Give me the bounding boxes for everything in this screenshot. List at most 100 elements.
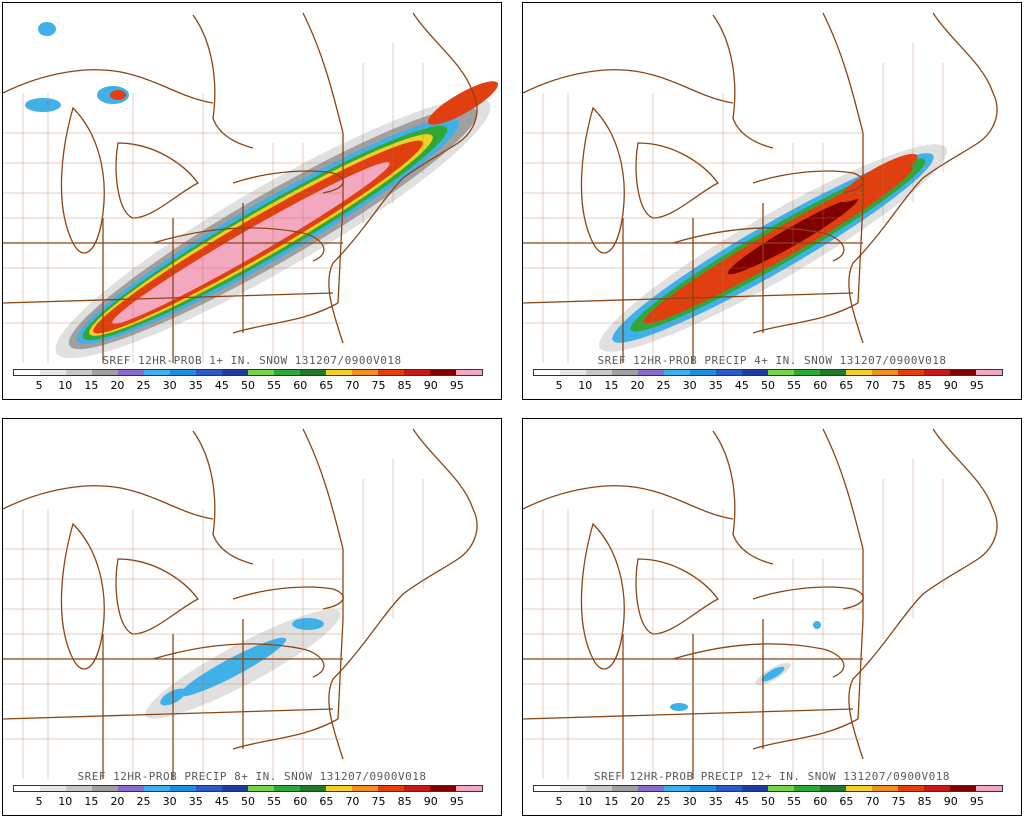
color-bar-tick-label: 90 [943, 795, 958, 808]
color-bar-swatch [274, 370, 300, 375]
color-bar-swatch [300, 786, 326, 791]
color-bar-swatch [664, 370, 690, 375]
color-bar-tick-label: 75 [891, 379, 906, 392]
color-bar-swatch [430, 786, 456, 791]
color-bar-swatch [352, 786, 378, 791]
color-bar-swatch [92, 786, 118, 791]
map-panel-4in: SREF 12HR-PROB PRECIP 4+ IN. SNOW 131207… [522, 2, 1022, 400]
color-bar-swatch [248, 370, 274, 375]
probability-map [3, 12, 498, 363]
color-bar-tick-label: 70 [345, 795, 360, 808]
color-bar-tick-label: 10 [578, 795, 593, 808]
color-bar-swatch [222, 370, 248, 375]
color-bar-swatch [118, 370, 144, 375]
map-panel-12in: SREF 12HR-PROB PRECIP 12+ IN. SNOW 13120… [522, 418, 1022, 816]
color-bar-swatch [742, 370, 768, 375]
color-bar-swatch [534, 786, 560, 791]
color-bar-swatch [846, 370, 872, 375]
color-bar-tick-label: 25 [136, 795, 151, 808]
color-bar-swatch [716, 370, 742, 375]
color-bar-ticks: 5 10 15 20 25 30 35 45 50 55 60 65 70 75 85 90 95 [13, 379, 483, 393]
color-bar-tick-label: 90 [423, 795, 438, 808]
color-bar-swatch [560, 370, 586, 375]
color-bar-tick-label: 60 [293, 379, 308, 392]
color-bar-swatch [326, 786, 352, 791]
color-bar [533, 369, 1003, 376]
color-bar-swatch [560, 786, 586, 791]
color-bar-tick-label: 35 [708, 379, 723, 392]
color-bar-swatch [248, 786, 274, 791]
color-bar-tick-label: 65 [319, 795, 334, 808]
color-bar-swatch [144, 370, 170, 375]
color-bar-tick-label: 20 [110, 795, 125, 808]
county-lines [523, 43, 944, 363]
panel-title: SREF 12HR-PROB PRECIP 4+ IN. SNOW 131207… [597, 354, 947, 367]
color-bar-swatch [898, 370, 924, 375]
color-bar-tick-label: 45 [734, 795, 749, 808]
probability-map [3, 428, 478, 779]
color-bar-tick-label: 95 [969, 379, 984, 392]
color-bar-tick-label: 55 [267, 379, 282, 392]
color-bar-tick-label: 35 [708, 795, 723, 808]
color-bar-tick-label: 15 [84, 379, 99, 392]
color-bar-swatch [456, 786, 482, 791]
color-bar-tick-label: 25 [656, 795, 671, 808]
color-bar-ticks: 5 10 15 20 25 30 35 45 50 55 60 65 70 75 85 90 95 [533, 379, 1003, 393]
color-bar-swatch [950, 786, 976, 791]
color-bar-swatch [326, 370, 352, 375]
color-bar-tick-label: 70 [865, 795, 880, 808]
color-bar-swatch [66, 370, 92, 375]
color-bar-swatch [352, 370, 378, 375]
color-bar-swatch [976, 786, 1002, 791]
color-bar-swatch [820, 370, 846, 375]
color-bar-swatch [924, 370, 950, 375]
color-bar-swatch [716, 786, 742, 791]
probability-map [523, 428, 998, 779]
color-bar-tick-label: 60 [293, 795, 308, 808]
color-bar-tick-label: 55 [787, 379, 802, 392]
color-bar-swatch [14, 786, 40, 791]
color-bar-tick-label: 75 [371, 795, 386, 808]
color-bar-swatch [794, 786, 820, 791]
color-bar-swatch [456, 370, 482, 375]
color-bar-swatch [14, 370, 40, 375]
panel-title: SREF 12HR-PROB 1+ IN. SNOW 131207/0900V0… [102, 354, 402, 367]
color-bar-swatch [638, 370, 664, 375]
color-bar-swatch [40, 370, 66, 375]
color-bar-tick-label: 50 [761, 379, 775, 392]
color-bar-tick-label: 5 [35, 379, 43, 392]
color-bar-tick-label: 85 [397, 379, 412, 392]
color-bar [13, 369, 483, 376]
color-bar-ticks: 5 10 15 20 25 30 35 45 50 55 60 65 70 75 85 90 95 [533, 795, 1003, 809]
color-bar-swatch [404, 370, 430, 375]
color-bar-swatch [846, 786, 872, 791]
color-bar-swatch [976, 370, 1002, 375]
color-bar-tick-label: 50 [241, 795, 255, 808]
color-bar-tick-label: 95 [969, 795, 984, 808]
color-bar-swatch [66, 786, 92, 791]
color-bar-swatch [118, 786, 144, 791]
color-bar-tick-label: 10 [578, 379, 593, 392]
color-bar-swatch [690, 370, 716, 375]
color-bar-swatch [768, 786, 794, 791]
color-bar-swatch [378, 370, 404, 375]
color-bar-tick-label: 65 [839, 795, 854, 808]
color-bar-swatch [872, 370, 898, 375]
state-borders [3, 428, 478, 779]
color-bar-tick-label: 20 [630, 379, 645, 392]
color-bar-tick-label: 95 [449, 379, 464, 392]
color-bar-swatch [92, 370, 118, 375]
county-lines [3, 43, 424, 363]
color-bar-swatch [638, 786, 664, 791]
map-panel-8in: SREF 12HR-PROB PRECIP 8+ IN. SNOW 131207… [2, 418, 502, 816]
color-bar [13, 785, 483, 792]
color-bar-tick-label: 30 [162, 795, 177, 808]
color-bar-tick-label: 5 [555, 379, 563, 392]
color-bar-swatch [170, 786, 196, 791]
color-bar-tick-label: 15 [604, 795, 619, 808]
color-bar-swatch [170, 370, 196, 375]
color-bar-tick-label: 10 [58, 795, 73, 808]
color-bar-tick-label: 70 [345, 379, 360, 392]
color-bar-swatch [742, 786, 768, 791]
state-borders [523, 428, 998, 779]
